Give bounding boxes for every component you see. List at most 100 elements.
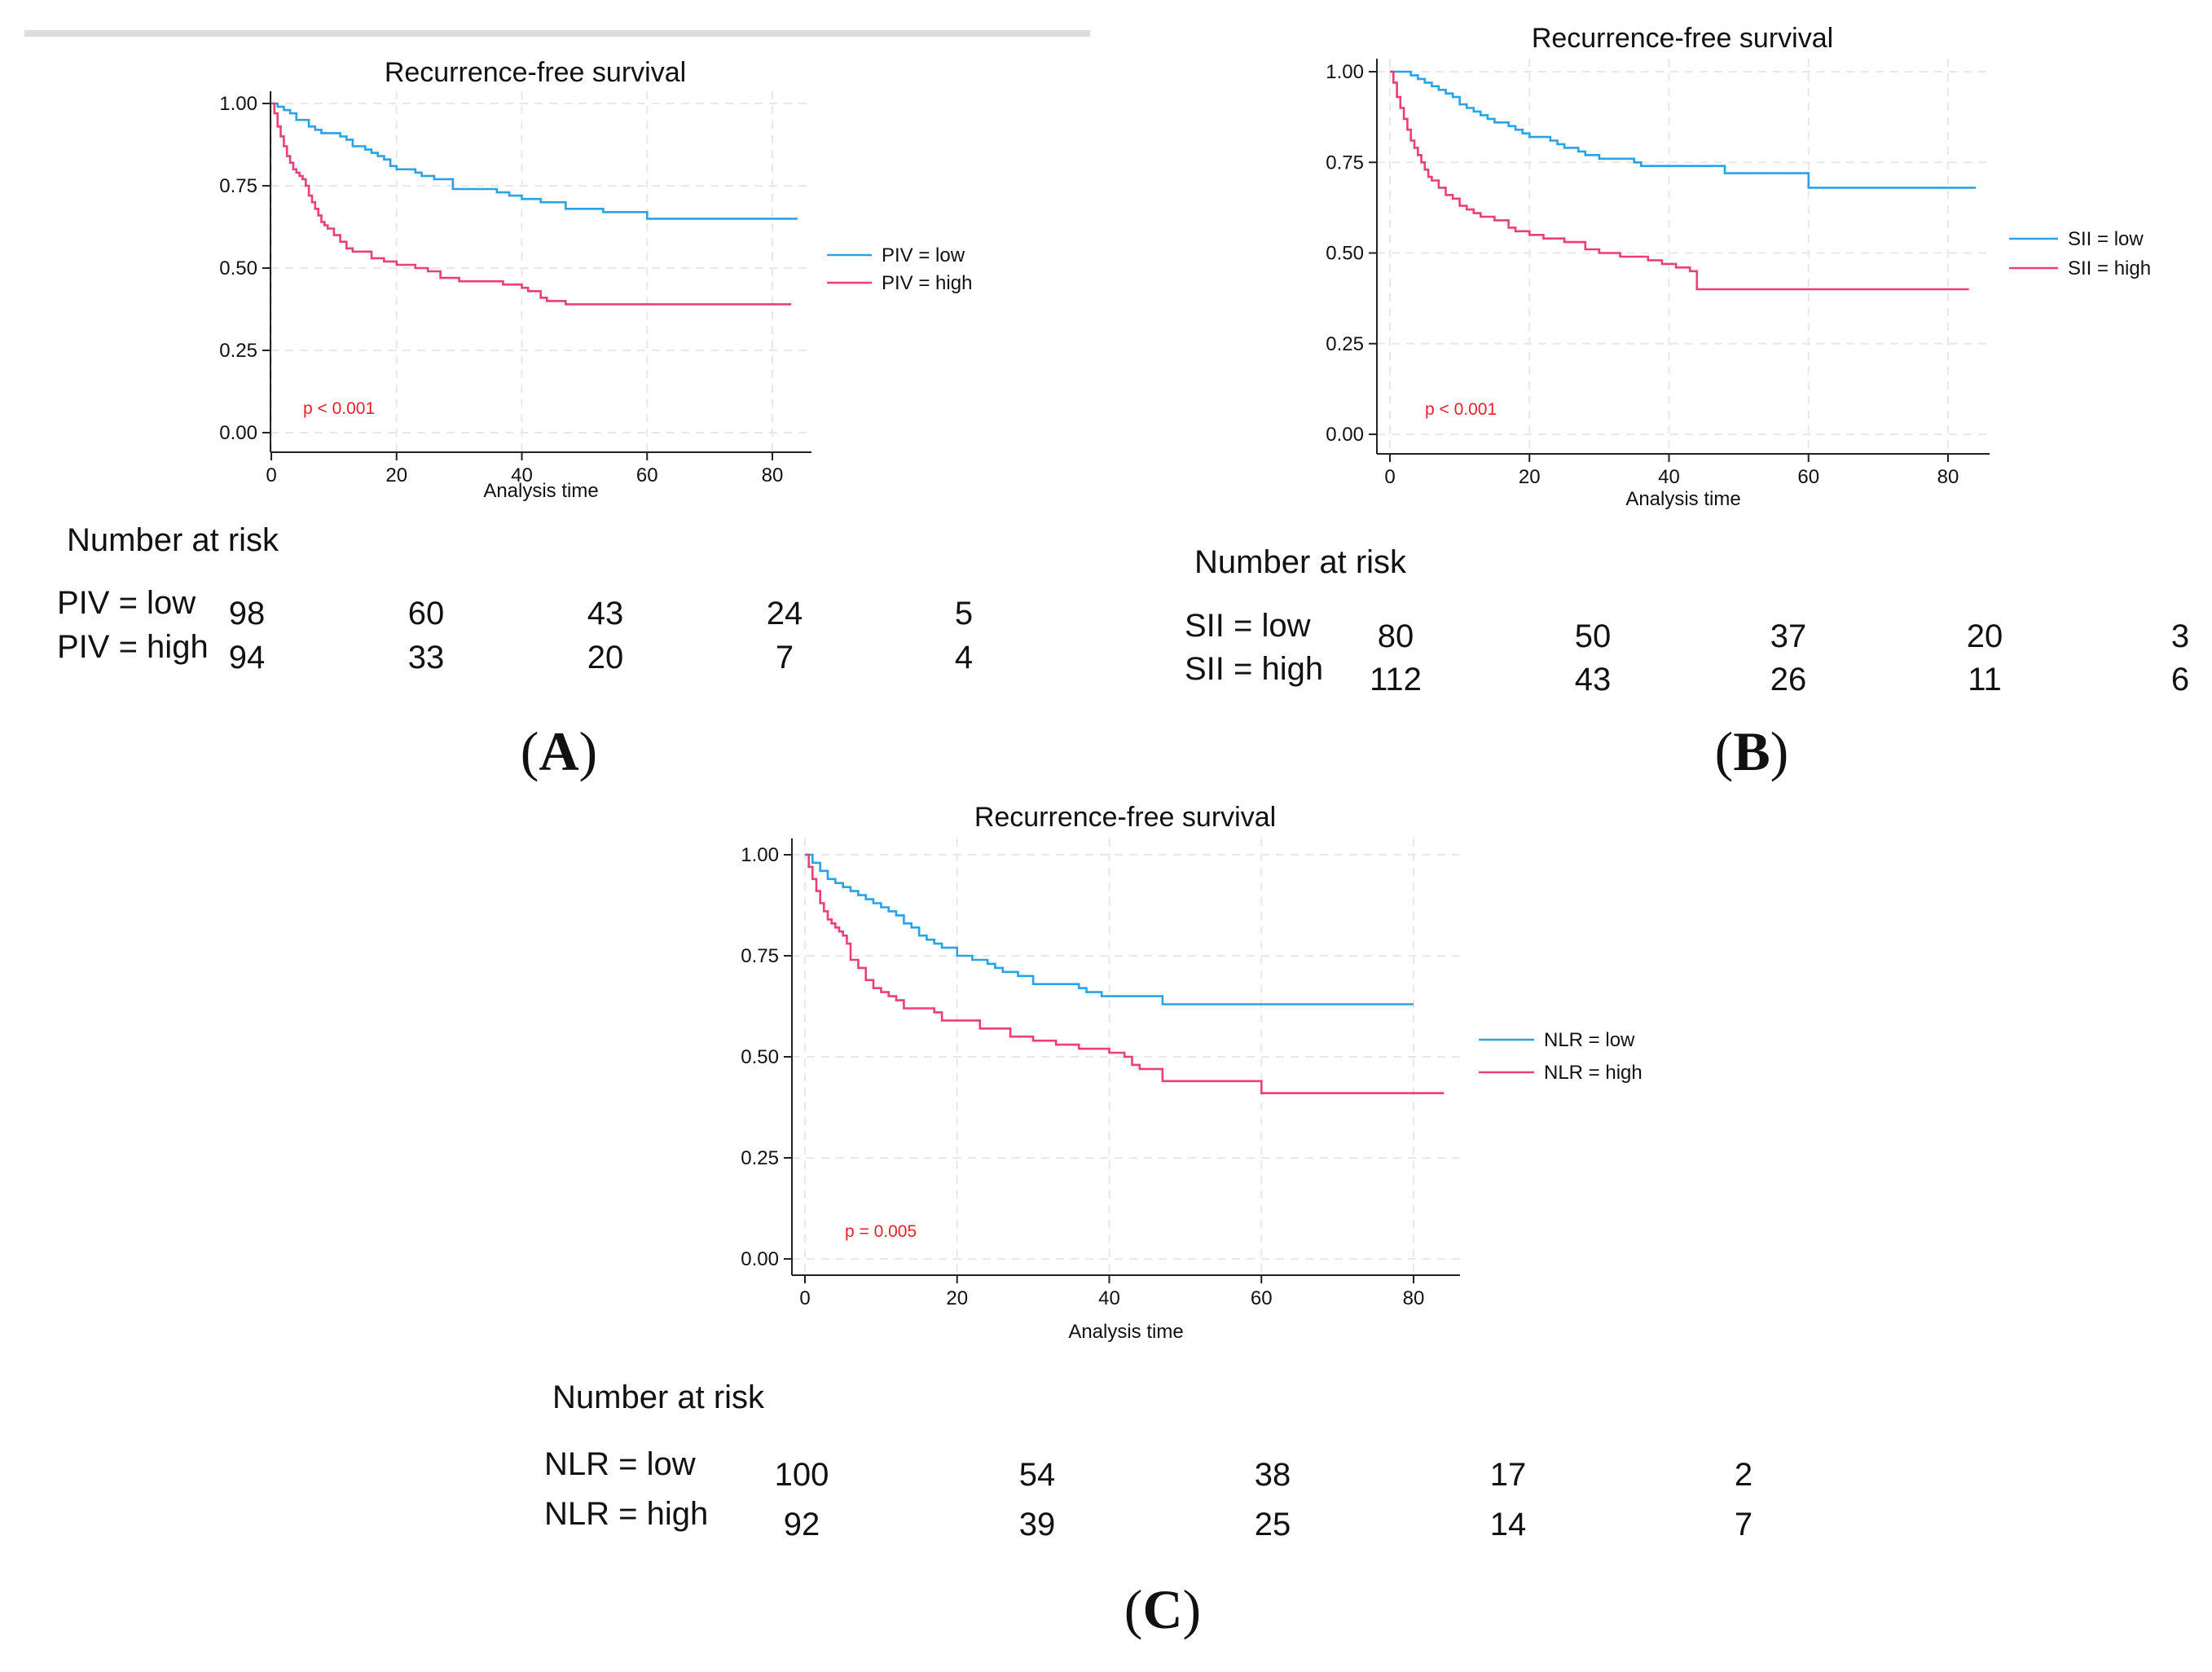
risk-table-header: Number at risk (552, 1379, 765, 1415)
risk-count: 24 (767, 596, 803, 631)
risk-count: 26 (1770, 662, 1807, 697)
y-tick-label: 0.00 (219, 422, 257, 444)
y-tick-label: 0.25 (741, 1147, 779, 1169)
risk-count: 14 (1490, 1507, 1527, 1542)
y-tick-label: 0.00 (1326, 424, 1364, 446)
panel-label-open-paren: ( (521, 720, 539, 782)
y-tick-label: 0.75 (219, 175, 257, 197)
panel-label-close-paren: ) (1770, 720, 1789, 782)
panel-label-close-paren: ) (579, 720, 598, 782)
panel-label: (B) (1715, 720, 1789, 782)
x-tick-label: 60 (636, 464, 658, 486)
risk-count: 112 (1370, 662, 1422, 697)
survival-curve-low (805, 853, 1414, 1005)
risk-count: 11 (1968, 662, 2002, 697)
x-tick-label: 0 (1384, 466, 1395, 488)
risk-count: 5 (955, 596, 973, 631)
risk-count: 6 (2171, 662, 2189, 697)
panel-label: (A) (521, 720, 597, 782)
p-value-annotation: p < 0.001 (303, 399, 375, 418)
risk-count: 33 (408, 640, 445, 675)
x-tick-label: 0 (799, 1287, 810, 1309)
x-tick-label: 80 (1403, 1287, 1425, 1309)
y-tick-label: 0.50 (741, 1046, 779, 1068)
x-tick-label: 60 (1251, 1287, 1273, 1309)
y-tick-label: 0.25 (219, 340, 257, 362)
survival-curve-high (271, 102, 792, 306)
y-tick-label: 1.00 (741, 844, 779, 866)
y-tick-label: 0.75 (741, 945, 779, 967)
survival-curve-low (271, 102, 798, 220)
risk-row-label: NLR = high (544, 1496, 708, 1532)
risk-row-label: PIV = low (57, 585, 196, 621)
x-tick-label: 20 (946, 1287, 968, 1309)
p-value-annotation: p = 0.005 (845, 1222, 917, 1241)
risk-count: 43 (587, 596, 624, 631)
panel-label-letter: A (539, 720, 578, 782)
x-tick-label: 0 (266, 464, 276, 486)
chart-title: Recurrence-free survival (974, 802, 1276, 833)
risk-count: 2 (1735, 1457, 1752, 1493)
risk-count: 20 (587, 640, 624, 675)
risk-row-label: NLR = low (544, 1446, 696, 1482)
panel-a: Recurrence-free survival 0.00 0.25 0.50 0.75… (57, 57, 973, 782)
p-value-annotation: p < 0.001 (1425, 400, 1497, 419)
y-tick-label: 0.75 (1326, 152, 1364, 174)
y-tick-label: 0.00 (741, 1248, 779, 1270)
risk-count: 50 (1575, 618, 1612, 654)
legend-entry: NLR = high (1544, 1062, 1643, 1084)
x-tick-label: 80 (762, 464, 784, 486)
risk-count: 7 (1735, 1507, 1752, 1542)
panel-b: Recurrence-free survival 0.00 0.25 0.50 0.75… (1185, 23, 2189, 782)
y-tick-label: 1.00 (1326, 61, 1364, 83)
panel-c: Recurrence-free survival 0.00 0.25 0.50 0.75… (544, 802, 1752, 1640)
x-tick-label: 60 (1797, 466, 1819, 488)
risk-count: 3 (2171, 618, 2189, 654)
risk-count: 92 (784, 1507, 820, 1542)
panel-label-close-paren: ) (1183, 1578, 1202, 1640)
panel-label-open-paren: ( (1715, 720, 1734, 782)
survival-curve-high (1390, 70, 1969, 291)
panel-label: (C) (1124, 1578, 1201, 1640)
x-axis-label: Analysis time (1625, 488, 1740, 510)
risk-row-label: SII = high (1185, 651, 1323, 687)
legend-entry: PIV = high (882, 272, 972, 294)
x-tick-label: 80 (1937, 466, 1959, 488)
y-tick-label: 1.00 (219, 93, 257, 115)
survival-curve-low (1390, 70, 1977, 189)
legend-entry: SII = low (2068, 228, 2144, 250)
chart-title: Recurrence-free survival (1532, 23, 1833, 54)
risk-count: 98 (229, 596, 266, 631)
risk-table-header: Number at risk (1194, 544, 1407, 580)
x-tick-label: 40 (511, 464, 533, 486)
x-axis-label: Analysis time (1068, 1321, 1183, 1343)
chart-title: Recurrence-free survival (385, 57, 686, 88)
x-tick-label: 20 (1519, 466, 1541, 488)
risk-count: 20 (1967, 618, 2003, 654)
risk-count: 17 (1490, 1457, 1527, 1493)
x-axis-label: Analysis time (483, 480, 598, 502)
risk-count: 54 (1019, 1457, 1056, 1493)
survival-curve-high (805, 853, 1445, 1094)
legend-entry: SII = high (2068, 257, 2151, 279)
risk-table-header: Number at risk (67, 522, 279, 558)
risk-count: 25 (1255, 1507, 1291, 1542)
y-tick-label: 0.50 (219, 257, 257, 279)
risk-count: 7 (776, 640, 794, 675)
risk-count: 37 (1770, 618, 1807, 654)
legend-entry: PIV = low (882, 244, 965, 266)
y-tick-label: 0.25 (1326, 333, 1364, 355)
x-tick-label: 20 (385, 464, 407, 486)
panel-label-open-paren: ( (1124, 1578, 1143, 1640)
risk-count: 38 (1255, 1457, 1291, 1493)
risk-count: 39 (1019, 1507, 1056, 1542)
risk-count: 80 (1378, 618, 1414, 654)
risk-row-label: PIV = high (57, 629, 209, 665)
risk-count: 100 (775, 1457, 829, 1493)
x-tick-label: 40 (1658, 466, 1680, 488)
risk-count: 43 (1575, 662, 1612, 697)
risk-row-label: SII = low (1185, 608, 1311, 644)
risk-count: 60 (408, 596, 445, 631)
legend-entry: NLR = low (1544, 1029, 1635, 1051)
